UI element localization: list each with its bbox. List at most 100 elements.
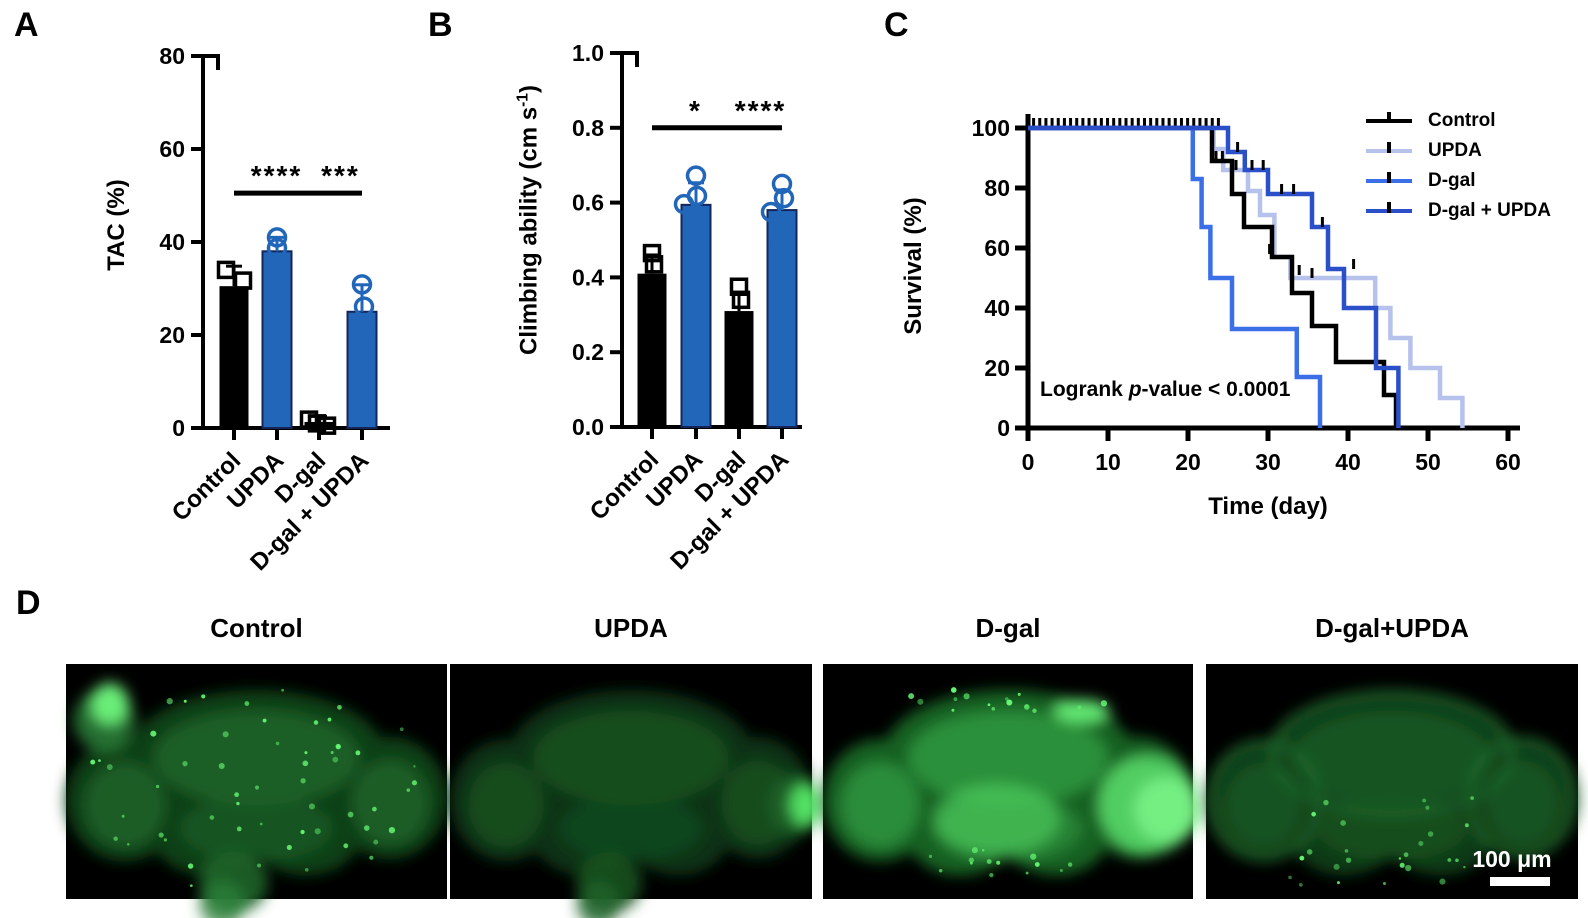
y-tick-label: 0.0	[572, 414, 604, 440]
y-tick-label: 40	[984, 295, 1010, 321]
micrograph-dgal	[823, 664, 1201, 899]
data-point-square	[729, 277, 749, 296]
survival-legend: Control UPDA D-gal D-gal + UPDA	[1366, 106, 1551, 226]
micrograph-upda	[450, 664, 823, 918]
y-tick-label: 0	[172, 415, 185, 441]
legend-row-dgal-upda: D-gal + UPDA	[1366, 196, 1551, 226]
bar-Control	[637, 273, 667, 427]
data-point-circle	[760, 201, 782, 223]
legend-row-control: Control	[1366, 106, 1551, 136]
x-tick-label: 50	[1415, 449, 1441, 475]
panel-c-x-axis-title: Time (day)	[1208, 493, 1328, 520]
brain-tissue	[1206, 689, 1578, 876]
micrograph-title-upda: UPDA	[594, 613, 668, 643]
y-tick-label: 40	[159, 229, 185, 255]
puncta-layer	[90, 688, 418, 887]
data-point-square	[216, 260, 236, 280]
legend-label-upda: UPDA	[1428, 140, 1482, 161]
y-tick-label: 60	[984, 235, 1010, 261]
axis-top-hook	[203, 54, 220, 70]
x-tick-label: 60	[1495, 449, 1521, 475]
scale-bar	[1490, 877, 1550, 886]
brain-tissue	[450, 689, 823, 918]
data-point-square	[317, 416, 337, 435]
significance-stars: *	[689, 95, 702, 126]
data-point-circle	[771, 225, 793, 247]
logrank-suffix: -value < 0.0001	[1141, 378, 1291, 401]
legend-label-control: Control	[1428, 110, 1496, 131]
x-tick-label: 20	[1175, 449, 1201, 475]
data-point-circle	[350, 326, 372, 348]
logrank-prefix: Logrank	[1040, 378, 1129, 401]
y-tick-label: 60	[159, 136, 185, 162]
bar-D-gal + UPDA	[346, 310, 378, 429]
censor-tick-icon	[1387, 172, 1391, 183]
significance-stars: ****	[735, 95, 787, 126]
significance-stars: ****	[251, 160, 303, 191]
data-point-square	[642, 243, 662, 263]
upda-line-swatch	[1366, 142, 1412, 153]
y-tick-label: 1.0	[572, 40, 604, 66]
y-tick-label: 100	[972, 115, 1010, 141]
x-tick-label: 30	[1255, 449, 1281, 475]
survival-curve-d-gal-upda	[1028, 125, 1401, 428]
logrank-p: p	[1128, 378, 1142, 401]
data-point-circle	[266, 227, 288, 248]
dgal-upda-line-swatch	[1366, 202, 1412, 213]
logrank-annotation: Logrank p-value < 0.0001	[1040, 378, 1290, 402]
y-tick-label: 0.8	[572, 115, 604, 141]
legend-row-dgal: D-gal	[1366, 166, 1551, 196]
panel-a-label: A	[14, 6, 39, 44]
data-point-circle	[266, 237, 288, 259]
censor-tick-icon	[1387, 142, 1391, 153]
y-tick-label: 20	[159, 322, 185, 348]
data-point-circle	[773, 187, 795, 209]
micrograph-title-control: Control	[210, 613, 303, 643]
legend-label-dgal: D-gal	[1428, 170, 1476, 191]
axis-top-hook	[622, 51, 639, 67]
bar-D-gal	[724, 311, 754, 427]
control-line-swatch	[1366, 112, 1412, 123]
survival-curve-control	[1028, 125, 1399, 428]
significance-stars: ***	[321, 160, 360, 191]
bar-Control	[219, 286, 249, 428]
panel-b-bar-chart: 0.00.20.40.60.81.0ControlUPDAD-galD-gal …	[572, 40, 802, 575]
data-point-square	[233, 271, 253, 290]
panel-b-label: B	[428, 6, 453, 44]
data-point-square	[644, 255, 664, 274]
bar-UPDA	[261, 250, 293, 429]
micrograph-control	[66, 664, 447, 918]
panel-c-label: C	[884, 6, 909, 44]
data-point-circle	[673, 193, 695, 215]
scale-bar-label: 100 μm	[1472, 846, 1552, 872]
y-tick-label: 0	[997, 415, 1010, 441]
dgal-line-swatch	[1366, 172, 1412, 183]
data-point-square	[307, 414, 327, 433]
data-point-square	[731, 290, 751, 310]
micrograph-title-dgal-upda: D-gal+UPDA	[1315, 613, 1469, 643]
x-tick-label: 10	[1095, 449, 1121, 475]
data-point-circle	[353, 296, 375, 317]
bar-UPDA	[680, 203, 712, 428]
x-tick-label: 40	[1335, 449, 1361, 475]
puncta-layer	[908, 687, 1108, 878]
legend-label-dgal-upda: D-gal + UPDA	[1428, 200, 1551, 221]
y-tick-label: 80	[984, 175, 1010, 201]
censor-tick-icon	[1387, 202, 1391, 213]
x-tick-label: 0	[1022, 449, 1035, 475]
data-point-circle	[351, 274, 373, 295]
survival-curve-d-gal	[1028, 125, 1323, 428]
y-tick-label: 0.2	[572, 339, 604, 365]
micrograph-title-dgal: D-gal	[975, 613, 1041, 643]
y-tick-label: 0.6	[572, 190, 604, 216]
micrograph-dgal-upda	[1206, 664, 1578, 899]
censor-tick-icon	[1387, 112, 1391, 123]
y-tick-label: 20	[984, 355, 1010, 381]
panel-c-survival-chart: 0 20 40 60 80 100 0 10 20 30 40 50 60	[972, 114, 1521, 475]
y-tick-label: 0.4	[572, 264, 604, 290]
legend-row-upda: UPDA	[1366, 136, 1551, 166]
data-point-circle	[685, 165, 707, 186]
panel-d-label: D	[16, 584, 41, 622]
